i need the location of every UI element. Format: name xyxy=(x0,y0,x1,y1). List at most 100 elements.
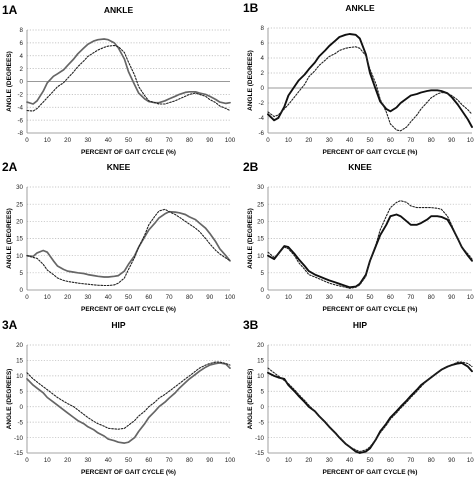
series-line-dotted xyxy=(26,361,231,430)
y-axis-label: ANGLE (DEGREES) xyxy=(247,369,254,430)
x-tick-label: 70 xyxy=(166,137,173,144)
panel-label: 1B xyxy=(243,1,259,15)
x-tick-label: 0 xyxy=(25,294,29,301)
x-axis-label: PERCENT OF GAIT CYCLE (%) xyxy=(323,469,418,476)
y-tick-label: 2 xyxy=(261,70,265,77)
x-tick-label: 70 xyxy=(166,457,173,464)
x-tick-label: 100 xyxy=(225,457,236,464)
y-tick-label: 5 xyxy=(261,388,265,395)
series-line-dotted xyxy=(267,46,473,132)
x-tick-label: 70 xyxy=(407,137,414,144)
x-tick-label: 80 xyxy=(186,294,193,301)
x-tick-label: 30 xyxy=(84,294,91,301)
x-tick-label: 0 xyxy=(25,457,29,464)
x-tick-label: 60 xyxy=(145,457,152,464)
x-tick-label: 10 xyxy=(44,294,51,301)
series-line-dotted xyxy=(26,208,231,287)
y-tick-label: 2 xyxy=(20,66,24,73)
chart-panel-3b: -15 -10 -5 0 5 10 15 20 0 10 20 30 40 50 60 70 80 90 100 3B… xyxy=(243,318,474,476)
panel-label: 3A xyxy=(2,318,18,332)
x-tick-label: 80 xyxy=(428,137,435,144)
y-tick-label: 6 xyxy=(261,40,265,47)
y-tick-label: 8 xyxy=(261,25,265,32)
y-tick-label: 5 xyxy=(20,388,24,395)
x-tick-label: 50 xyxy=(125,457,132,464)
y-tick-label: -5 xyxy=(258,419,264,426)
x-axis-label: PERCENT OF GAIT CYCLE (%) xyxy=(81,306,176,313)
x-tick-label: 70 xyxy=(166,294,173,301)
y-tick-label: 15 xyxy=(257,358,264,365)
y-tick-label: 20 xyxy=(257,342,264,349)
series-line-solid xyxy=(26,362,231,444)
chart-panel-2b: 0 5 10 15 20 25 30 0 10 20 30 40 50 60 70 80 90 100 2B KNEE… xyxy=(243,160,474,313)
x-tick-label: 20 xyxy=(64,294,71,301)
y-tick-label: 10 xyxy=(16,373,23,380)
x-tick-label: 40 xyxy=(346,294,353,301)
y-tick-label: 4 xyxy=(261,55,265,62)
panel-title: KNEE xyxy=(348,162,372,172)
series-line-dotted xyxy=(267,361,473,453)
y-tick-label: 0 xyxy=(261,85,265,92)
y-axis-label: ANGLE (DEGREES) xyxy=(6,369,13,430)
series-line-solid xyxy=(267,213,473,289)
x-tick-label: 30 xyxy=(326,457,333,464)
y-tick-label: 0 xyxy=(261,404,265,411)
series-line-solid xyxy=(267,33,473,128)
x-tick-label: 80 xyxy=(186,457,193,464)
y-tick-label: -2 xyxy=(17,92,23,99)
x-tick-label: 90 xyxy=(448,294,455,301)
x-tick-label: 0 xyxy=(266,137,270,144)
y-tick-label: -6 xyxy=(17,117,23,124)
panel-title: HIP xyxy=(111,320,126,330)
x-tick-label: 90 xyxy=(206,457,213,464)
y-tick-label: 10 xyxy=(16,253,23,260)
x-tick-label: 0 xyxy=(266,294,270,301)
y-tick-label: 20 xyxy=(16,342,23,349)
x-tick-label: 70 xyxy=(407,294,414,301)
x-tick-label: 60 xyxy=(145,137,152,144)
y-tick-label: 30 xyxy=(257,184,264,191)
x-tick-label: 100 xyxy=(225,137,236,144)
y-tick-label: 8 xyxy=(20,27,24,34)
y-tick-label: 6 xyxy=(20,40,24,47)
x-tick-label: 60 xyxy=(145,294,152,301)
y-tick-label: 5 xyxy=(261,270,265,277)
x-axis-label: PERCENT OF GAIT CYCLE (%) xyxy=(81,149,176,156)
series-line-dotted xyxy=(267,200,473,289)
x-tick-label: 20 xyxy=(64,457,71,464)
x-tick-label: 40 xyxy=(105,137,112,144)
x-tick-label: 30 xyxy=(84,137,91,144)
y-tick-label: 5 xyxy=(20,270,24,277)
x-tick-label: 50 xyxy=(125,137,132,144)
x-tick-label: 0 xyxy=(25,137,29,144)
y-tick-label: 4 xyxy=(20,53,24,60)
y-tick-label: 15 xyxy=(16,236,23,243)
y-tick-label: 0 xyxy=(20,287,24,294)
y-tick-label: -4 xyxy=(17,104,23,111)
x-axis-label: PERCENT OF GAIT CYCLE (%) xyxy=(323,306,418,313)
series-line-solid xyxy=(26,210,231,278)
x-tick-label: 100 xyxy=(225,294,236,301)
x-tick-label: 100 xyxy=(467,457,474,464)
x-tick-label: 80 xyxy=(428,457,435,464)
chart-panel-2a: 0 5 10 15 20 25 30 0 10 20 30 40 50 60 70 80 90 100 2A KNEE… xyxy=(2,160,236,313)
x-tick-label: 20 xyxy=(305,137,312,144)
y-tick-label: 20 xyxy=(257,219,264,226)
x-tick-label: 40 xyxy=(346,457,353,464)
x-tick-label: 20 xyxy=(64,137,71,144)
x-tick-label: 10 xyxy=(285,137,292,144)
panel-label: 3B xyxy=(243,318,259,332)
x-axis-label: PERCENT OF GAIT CYCLE (%) xyxy=(323,149,418,156)
y-tick-label: 25 xyxy=(16,201,23,208)
panel-title: HIP xyxy=(353,320,368,330)
panel-label: 2A xyxy=(2,160,18,174)
x-tick-label: 10 xyxy=(44,457,51,464)
x-tick-label: 80 xyxy=(186,137,193,144)
x-axis-label: PERCENT OF GAIT CYCLE (%) xyxy=(81,469,176,476)
x-tick-label: 10 xyxy=(285,457,292,464)
x-tick-label: 60 xyxy=(387,137,394,144)
x-tick-label: 50 xyxy=(367,457,374,464)
x-tick-label: 40 xyxy=(105,457,112,464)
